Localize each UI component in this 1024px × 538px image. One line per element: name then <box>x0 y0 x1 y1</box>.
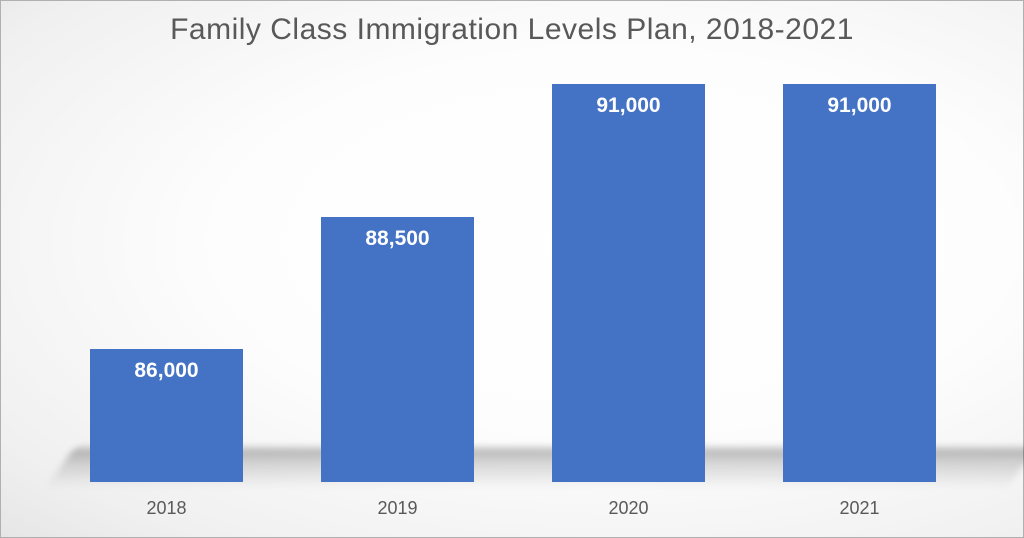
x-axis-label-2020: 2020 <box>513 498 744 519</box>
chart-container: Family Class Immigration Levels Plan, 20… <box>0 0 1024 538</box>
bar-2019: 88,500 <box>321 84 473 482</box>
x-axis-label-2018: 2018 <box>51 498 282 519</box>
x-axis-label-2019: 2019 <box>282 498 513 519</box>
bar-2021: 91,000 <box>783 84 935 482</box>
bar-value-label: 88,500 <box>321 227 473 251</box>
chart-title: Family Class Immigration Levels Plan, 20… <box>1 13 1023 47</box>
bar-rect <box>321 217 473 482</box>
bar-value-label: 91,000 <box>783 94 935 118</box>
bar-value-label: 86,000 <box>90 359 242 383</box>
bar-2018: 86,000 <box>90 84 242 482</box>
x-axis-label-2021: 2021 <box>744 498 975 519</box>
bar-rect <box>783 84 935 482</box>
bar-value-label: 91,000 <box>552 94 704 118</box>
bar-rect <box>552 84 704 482</box>
chart-plot-area: 86,000 88,500 91,000 91,000 <box>51 86 973 482</box>
bar-2020: 91,000 <box>552 84 704 482</box>
